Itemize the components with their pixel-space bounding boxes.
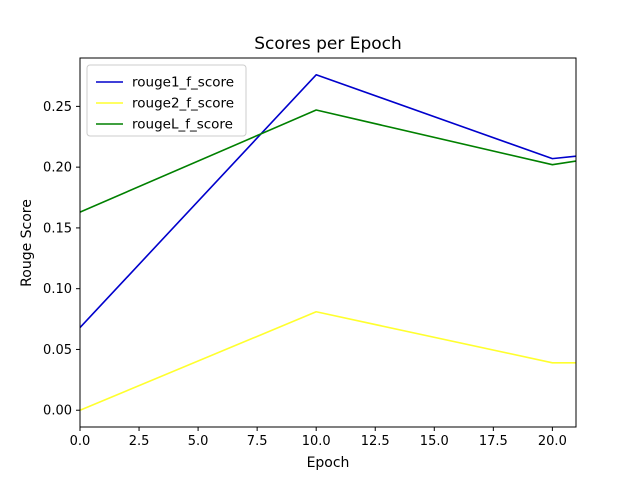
x-axis-label: Epoch bbox=[307, 455, 350, 471]
legend-label: rougeL_f_score bbox=[132, 117, 233, 133]
y-axis-label: Rouge Score bbox=[19, 199, 35, 287]
x-tick-label: 17.5 bbox=[479, 434, 508, 449]
x-tick-label: 7.5 bbox=[247, 434, 268, 449]
x-tick-label: 5.0 bbox=[188, 434, 209, 449]
x-tick-label: 20.0 bbox=[538, 434, 567, 449]
y-tick-label: 0.00 bbox=[43, 404, 72, 419]
legend-box bbox=[86, 64, 247, 137]
y-tick-label: 0.05 bbox=[43, 343, 72, 358]
x-tick-label: 10.0 bbox=[302, 434, 331, 449]
y-tick-label: 0.20 bbox=[43, 161, 72, 176]
series-line-rougeL_f_score bbox=[80, 109, 576, 213]
y-tick-label: 0.15 bbox=[43, 221, 72, 236]
chart-title: Scores per Epoch bbox=[254, 34, 402, 54]
x-tick-label: 12.5 bbox=[361, 434, 390, 449]
legend-label: rouge2_f_score bbox=[132, 96, 234, 112]
x-tick-label: 0.0 bbox=[70, 434, 91, 449]
y-tick-label: 0.10 bbox=[43, 282, 72, 297]
plot-frame bbox=[79, 57, 577, 428]
legend-label: rouge1_f_score bbox=[132, 75, 234, 91]
x-tick-label: 2.5 bbox=[129, 434, 150, 449]
x-tick-label: 15.0 bbox=[420, 434, 449, 449]
y-tick-label: 0.25 bbox=[43, 100, 72, 115]
plot-area: 0.0 2.5 5.0 7.5 10.0 12.5 15.0 17.5 20.0 0.00 0.05… bbox=[43, 57, 577, 449]
series-line-rouge2_f_score bbox=[80, 310, 576, 411]
series-line-rouge1_f_score bbox=[80, 73, 576, 329]
